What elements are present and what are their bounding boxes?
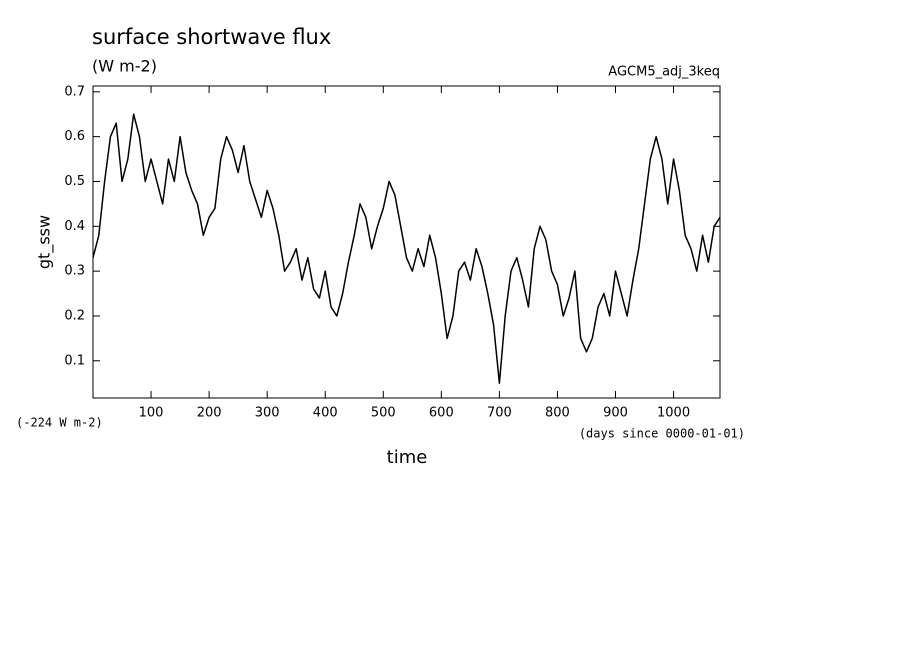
x-tick-label: 200 — [197, 406, 222, 421]
x-tick-label: 700 — [487, 406, 512, 421]
x-tick-label: 1000 — [657, 406, 690, 421]
y-tick-label: 0.6 — [64, 129, 85, 144]
x-tick-label: 100 — [139, 406, 164, 421]
x-tick-label: 800 — [545, 406, 570, 421]
y-tick-label: 0.2 — [64, 308, 85, 323]
x-tick-label: 400 — [313, 406, 338, 421]
y-tick-label: 0.7 — [64, 84, 85, 99]
x-tick-label: 500 — [371, 406, 396, 421]
data-line — [92, 113, 721, 384]
x-tick-label: 900 — [603, 406, 628, 421]
y-tick-label: 0.1 — [64, 353, 85, 368]
annotation: (days since 0000-01-01) — [579, 427, 745, 441]
annotation: AGCM5_adj_3keq — [608, 65, 720, 80]
x-tick-label: 300 — [255, 406, 280, 421]
chart-title: surface shortwave flux — [92, 25, 331, 49]
x-axis-label: time — [387, 447, 428, 468]
y-axis-label: gt_ssw — [35, 215, 55, 269]
y-tick-label: 0.5 — [64, 174, 85, 189]
y-tick-label: 0.4 — [64, 219, 85, 234]
annotation: (-224 W m-2) — [16, 416, 103, 430]
chart-subtitle: (W m-2) — [92, 57, 157, 76]
y-tick-label: 0.3 — [64, 264, 85, 279]
x-tick-label: 600 — [429, 406, 454, 421]
plot-frame — [92, 85, 721, 399]
